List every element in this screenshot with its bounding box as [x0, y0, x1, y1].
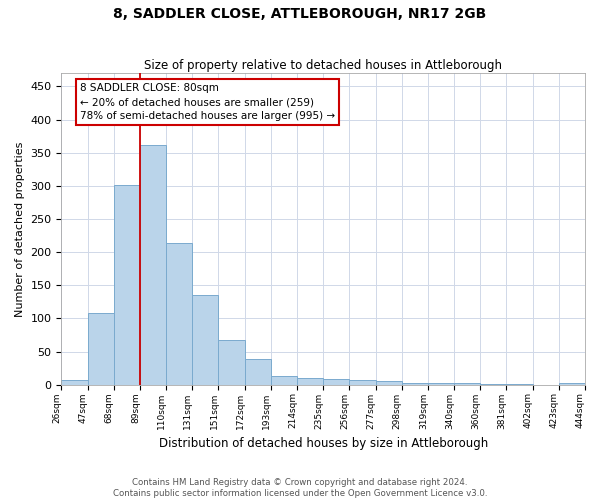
- Bar: [193, 294, 218, 384]
- Bar: [88, 313, 114, 384]
- Y-axis label: Number of detached properties: Number of detached properties: [15, 141, 25, 316]
- Text: 8, SADDLER CLOSE, ATTLEBOROUGH, NR17 2GB: 8, SADDLER CLOSE, ATTLEBOROUGH, NR17 2GB: [113, 8, 487, 22]
- Bar: [166, 244, 193, 384]
- X-axis label: Distribution of detached houses by size in Attleborough: Distribution of detached houses by size …: [158, 437, 488, 450]
- Bar: [323, 378, 349, 384]
- Bar: [271, 376, 297, 384]
- Bar: [218, 340, 245, 384]
- Bar: [114, 184, 140, 384]
- Bar: [402, 382, 428, 384]
- Bar: [297, 378, 323, 384]
- Text: Contains HM Land Registry data © Crown copyright and database right 2024.
Contai: Contains HM Land Registry data © Crown c…: [113, 478, 487, 498]
- Title: Size of property relative to detached houses in Attleborough: Size of property relative to detached ho…: [144, 59, 502, 72]
- Bar: [349, 380, 376, 384]
- Bar: [140, 144, 166, 384]
- Text: 8 SADDLER CLOSE: 80sqm
← 20% of detached houses are smaller (259)
78% of semi-de: 8 SADDLER CLOSE: 80sqm ← 20% of detached…: [80, 83, 335, 121]
- Bar: [245, 360, 271, 384]
- Bar: [61, 380, 88, 384]
- Bar: [376, 382, 402, 384]
